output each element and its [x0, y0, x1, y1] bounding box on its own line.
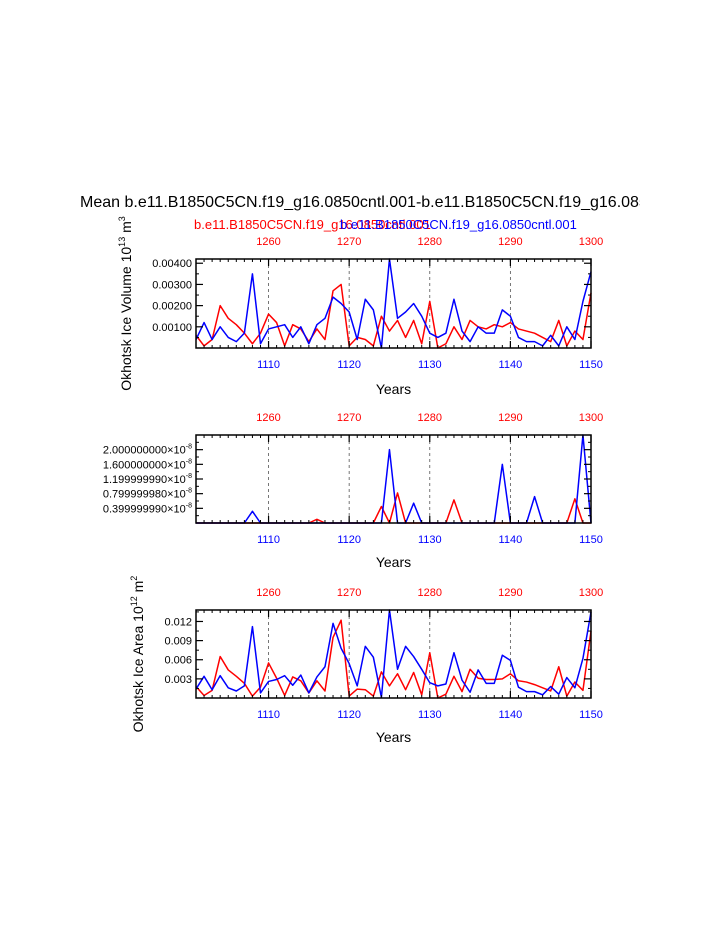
- y-tick-label: 0.003: [164, 674, 192, 686]
- x-axis-label: Years: [376, 554, 411, 570]
- x-tick-label-bottom: 1150: [579, 709, 603, 721]
- series-line-red: [195, 283, 592, 349]
- y-tick-label: 0.00400: [152, 258, 192, 270]
- series-line-blue: [195, 609, 592, 699]
- x-tick-label-top: 1260: [256, 412, 280, 424]
- series-line-blue: [195, 258, 592, 349]
- x-tick-label-top: 1280: [418, 236, 442, 248]
- y-tick-label: 0.00100: [152, 322, 192, 334]
- x-axis-label: Years: [376, 381, 411, 397]
- y-tick-label: 1.199999990×10-8: [103, 473, 192, 486]
- x-tick-label-top: 1260: [256, 587, 280, 599]
- x-tick-label-top: 1270: [337, 236, 361, 248]
- x-tick-label-bottom: 1120: [337, 359, 361, 371]
- x-tick-label-top: 1260: [256, 236, 280, 248]
- y-axis-label: Okhotsk Ice Area 1012 m2: [129, 576, 146, 733]
- chart-panel-1: 1110 1120 1130 1140 1150 1260 1270 1280 1290 1300…: [117, 216, 603, 397]
- x-tick-label-bottom: 1150: [579, 359, 603, 371]
- plot-frame: [195, 258, 592, 349]
- x-tick-label-top: 1300: [579, 412, 603, 424]
- x-tick-label-bottom: 1130: [418, 359, 442, 371]
- y-tick-label: 1.600000000×10-8: [103, 458, 192, 471]
- y-tick-label: 0.00200: [152, 301, 192, 313]
- plot-frame: [195, 609, 592, 699]
- chart-panel-3: 1110 1120 1130 1140 1150 1260 1270 1280 1290 1300…: [129, 576, 603, 745]
- x-tick-label-bottom: 1110: [257, 534, 280, 546]
- x-tick-label-top: 1270: [337, 412, 361, 424]
- x-tick-label-bottom: 1120: [337, 534, 361, 546]
- y-tick-label: 0.006: [164, 655, 192, 667]
- x-tick-label-bottom: 1120: [337, 709, 361, 721]
- figure-title: Mean b.e11.B1850C5CN.f19_g16.0850cntl.00…: [80, 194, 713, 211]
- y-tick-label: 0.799999980×10-8: [103, 488, 192, 501]
- x-tick-label-top: 1290: [498, 587, 522, 599]
- x-tick-label-bottom: 1110: [257, 359, 280, 371]
- x-tick-label-bottom: 1150: [579, 534, 603, 546]
- x-tick-label-top: 1300: [579, 236, 603, 248]
- x-axis-label: Years: [376, 729, 411, 745]
- x-tick-label-top: 1290: [498, 236, 522, 248]
- x-tick-label-top: 1280: [418, 412, 442, 424]
- y-tick-label: 0.009: [164, 636, 192, 648]
- legend-blue-case: b.e11.B1850C5CN.f19_g16.0850cntl.001: [340, 217, 577, 232]
- x-tick-label-top: 1270: [337, 587, 361, 599]
- series-line-red: [195, 619, 592, 699]
- x-tick-label-bottom: 1130: [418, 709, 442, 721]
- y-tick-label: 0.012: [164, 616, 192, 628]
- chart-panel-2: 1110 1120 1130 1140 1150 1260 1270 1280 1290 1300…: [103, 412, 603, 570]
- x-tick-label-top: 1290: [498, 412, 522, 424]
- y-axis-label: Okhotsk Ice Volume 1013 m3: [117, 216, 134, 391]
- x-tick-label-bottom: 1110: [257, 709, 280, 721]
- x-tick-label-bottom: 1140: [499, 534, 523, 546]
- y-tick-label: 2.000000000×10-8: [103, 444, 192, 457]
- y-tick-label: 0.399999990×10-8: [103, 502, 192, 515]
- x-tick-label-bottom: 1130: [418, 534, 442, 546]
- y-tick-label: 0.00300: [152, 279, 192, 291]
- x-tick-label-bottom: 1140: [499, 709, 523, 721]
- legend-red-case: b.e11.B1850C5CN.f19_g16.0850cntl.001: [194, 217, 431, 232]
- x-tick-label-bottom: 1140: [499, 359, 523, 371]
- x-tick-label-top: 1280: [418, 587, 442, 599]
- x-tick-label-top: 1300: [579, 587, 603, 599]
